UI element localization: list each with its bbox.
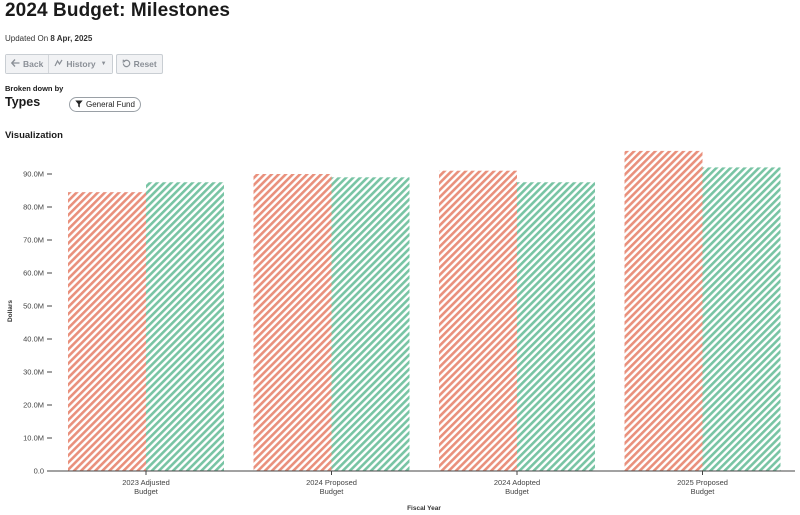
y-tick-label: 30.0M [23,368,44,377]
bar-series-2[interactable] [331,177,410,472]
updated-date: 8 Apr, 2025 [50,34,93,43]
page-title: 2024 Budget: Milestones [5,0,231,21]
updated-prefix: Updated On [5,34,49,43]
x-tick-label: 2023 Adjusted [122,478,170,487]
x-tick-label: 2024 Adopted [494,478,540,487]
y-tick-label: 70.0M [23,236,44,245]
y-axis-title: Dollars [7,300,14,322]
filter-label: General Fund [86,100,135,109]
bar-series-1[interactable] [624,150,703,471]
reset-icon [121,58,131,70]
x-tick-label: Budget [691,487,716,496]
bar-chart: 0.0 10.0M 20.0M 30.0M 40.0M 50.0M 60.0M 70.0M 80… [7,150,795,512]
x-tick-label: Budget [320,487,345,496]
bar-series-2[interactable] [702,167,781,471]
back-label: Back [23,59,44,69]
chevron-down-icon: ▼ [100,61,107,67]
visualization-label: Visualization [5,130,63,141]
history-dropdown[interactable]: History ▼ [48,55,112,73]
back-button[interactable]: Back [6,55,49,73]
bar-series-1[interactable] [253,174,332,471]
y-tick-label: 20.0M [23,401,44,410]
nav-button-group: Back History ▼ [5,54,113,74]
bar-series-2[interactable] [517,182,595,471]
x-tick-label: Budget [505,487,530,496]
y-tick-label: 50.0M [23,302,44,311]
arrow-left-icon [10,59,20,69]
updated-info: Updated On 8 Apr, 2025 [5,34,92,43]
y-tick-label: 90.0M [23,170,44,179]
y-tick-label: 80.0M [23,203,44,212]
x-axis-title: Fiscal Year [407,505,441,512]
bar-series-2[interactable] [146,182,224,471]
filter-icon [75,100,83,110]
history-label: History [66,59,96,69]
bar-series-1[interactable] [68,192,146,471]
y-tick-label: 0.0 [34,467,44,476]
reset-label: Reset [133,59,157,69]
reset-button[interactable]: Reset [115,54,163,74]
y-tick-label: 10.0M [23,434,44,443]
y-tick-label: 40.0M [23,335,44,344]
breakdown-value: Types [5,95,41,109]
toolbar: Back History ▼ Reset [5,54,163,74]
history-icon [54,59,63,69]
x-tick-label: 2025 Proposed [677,478,728,487]
y-tick-label: 60.0M [23,269,44,278]
x-tick-label: Budget [134,487,159,496]
bar-series-1[interactable] [439,170,517,471]
filter-pill[interactable]: General Fund [69,97,141,112]
x-tick-label: 2024 Proposed [306,478,357,487]
breakdown-label: Broken down by [5,84,64,93]
